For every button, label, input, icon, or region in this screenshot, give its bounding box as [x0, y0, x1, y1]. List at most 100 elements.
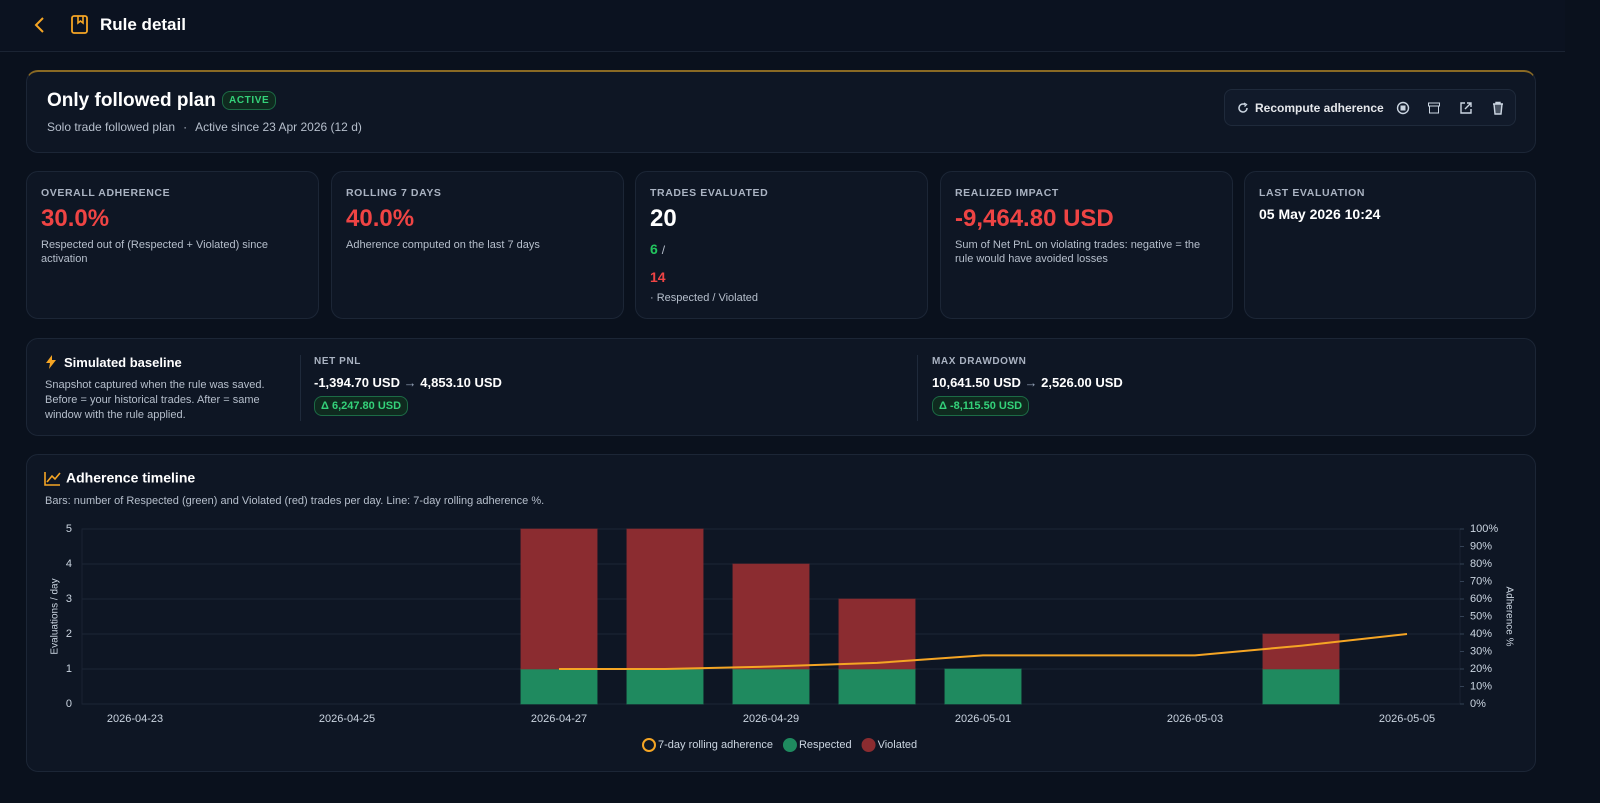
stat-card: OVERALL ADHERENCE 30.0% Respected out of…: [26, 171, 319, 319]
metric-values: 10,641.50 USD → 2,526.00 USD: [932, 375, 1123, 390]
stat-note: · Respected / Violated: [650, 292, 759, 304]
stat-card: ROLLING 7 DAYS 40.0% Adherence computed …: [331, 171, 624, 319]
stat-card: TRADES EVALUATED 20 6 / 14 · Respected /…: [635, 171, 928, 319]
y2-tick-label: 10%: [1470, 680, 1492, 692]
baseline-description: Snapshot captured when the rule was save…: [45, 379, 265, 421]
after: 4,853.10 USD: [420, 375, 502, 390]
legend-label: Violated: [878, 739, 918, 751]
page-title: Rule detail: [100, 15, 186, 34]
chart-icon: [44, 472, 61, 486]
metric-label: NET PNL: [314, 356, 361, 367]
rule-meta: Solo trade followed plan · Active since …: [47, 120, 362, 134]
x-tick-label: 2026-04-29: [743, 713, 799, 725]
active-since: Active since 23 Apr 2026 (12 d): [195, 120, 362, 134]
y2-tick-label: 50%: [1470, 610, 1492, 622]
y-tick-label: 2: [66, 628, 72, 640]
stat-value: 30.0%: [41, 205, 110, 232]
divider: [917, 355, 918, 421]
y2-tick-label: 20%: [1470, 663, 1492, 675]
bar: [626, 528, 704, 670]
stat-label: REALIZED IMPACT: [955, 187, 1059, 199]
stat-label: OVERALL ADHERENCE: [41, 187, 171, 199]
y2-tick-label: 70%: [1470, 575, 1492, 587]
x-tick-label: 2026-04-27: [531, 713, 587, 725]
arrow: →: [403, 375, 417, 390]
y-tick-label: 4: [66, 558, 72, 570]
stat-card: REALIZED IMPACT -9,464.80 USD Sum of Net…: [940, 171, 1233, 319]
stat-label: TRADES EVALUATED: [650, 187, 769, 199]
stat-card: LAST EVALUATION 05 May 2026 10:24: [1244, 171, 1536, 319]
bar: [732, 563, 810, 670]
violated-count: 14: [650, 269, 666, 285]
bar: [732, 668, 810, 705]
respected-count-row: 6 /: [650, 241, 665, 257]
y2-tick-label: 90%: [1470, 540, 1492, 552]
after: 2,526.00 USD: [1041, 375, 1123, 390]
y2-tick-label: 60%: [1470, 593, 1492, 605]
y2-tick-label: 80%: [1470, 558, 1492, 570]
x-tick-label: 2026-05-01: [955, 713, 1011, 725]
bar: [520, 668, 598, 705]
recompute-icon: [1238, 102, 1248, 113]
bar: [520, 528, 598, 670]
pause-button[interactable]: [1396, 101, 1410, 115]
y-axis-label: Evaluations / day: [50, 578, 61, 654]
bar: [838, 668, 916, 705]
stat-value: 20: [650, 205, 677, 232]
y-tick-label: 5: [66, 523, 72, 535]
recompute-button[interactable]: Recompute adherence: [1255, 101, 1384, 115]
bar: [838, 598, 916, 670]
baseline-metric: MAX DRAWDOWN 10,641.50 USD → 2,526.00 US…: [932, 356, 1123, 416]
stat-value: 05 May 2026 10:24: [1259, 206, 1381, 222]
chart-title: Adherence timeline: [66, 470, 195, 486]
x-tick-label: 2026-05-05: [1379, 713, 1435, 725]
y2-tick-label: 30%: [1470, 645, 1492, 657]
y-tick-label: 3: [66, 593, 72, 605]
y2-tick-label: 0%: [1470, 698, 1486, 710]
legend-label: 7-day rolling adherence: [658, 739, 773, 751]
stat-value: 40.0%: [346, 205, 415, 232]
y2-axis-label: Adherence %: [1503, 586, 1514, 646]
before: -1,394.70 USD: [314, 375, 400, 390]
archive-button[interactable]: [1427, 101, 1441, 115]
bar: [944, 668, 1022, 705]
legend-label: Respected: [799, 739, 852, 751]
delete-button[interactable]: [1491, 101, 1505, 115]
line: [559, 633, 1408, 670]
baseline-card: Simulated baseline Snapshot captured whe…: [26, 338, 1536, 436]
stat-label: ROLLING 7 DAYS: [346, 187, 442, 199]
separator: ·: [183, 120, 188, 134]
stat-label: LAST EVALUATION: [1259, 187, 1366, 199]
back-button[interactable]: [32, 15, 48, 35]
before: 10,641.50 USD: [932, 375, 1021, 390]
stat-note: Adherence computed on the last 7 days: [346, 239, 540, 251]
stat-value: -9,464.80 USD: [955, 205, 1114, 232]
toolbar: Recompute adherence: [1224, 89, 1516, 126]
timeline-card: Adherence timeline Bars: number of Respe…: [26, 454, 1536, 772]
rule-icon: [71, 15, 88, 34]
delta: Δ -8,115.50 USD: [932, 396, 1030, 416]
baseline-title: Simulated baseline: [64, 355, 182, 370]
chart-subtitle: Bars: number of Respected (green) and Vi…: [45, 495, 544, 507]
open-button[interactable]: [1459, 101, 1473, 115]
metric-values: -1,394.70 USD → 4,853.10 USD: [314, 375, 502, 390]
x-tick-label: 2026-05-03: [1167, 713, 1223, 725]
y-tick-label: 0: [66, 698, 72, 710]
rule-name: Only followed plan: [47, 90, 216, 111]
baseline-metric: NET PNL -1,394.70 USD → 4,853.10 USD Δ 6…: [314, 356, 502, 416]
bar: [1262, 633, 1340, 670]
bar: [626, 668, 704, 705]
stat-note: Respected out of (Respected + Violated) …: [41, 239, 268, 265]
metric-label: MAX DRAWDOWN: [932, 356, 1027, 367]
delta: Δ 6,247.80 USD: [314, 396, 409, 416]
rule-description: Solo trade followed plan: [47, 120, 176, 134]
status-badge: ACTIVE: [222, 91, 277, 110]
legend-marker: [642, 738, 656, 752]
chart: Adherence timeline Bars: number of Respe…: [44, 470, 1514, 752]
header: Rule detail: [0, 0, 1565, 52]
rule-card: Only followed plan ACTIVE Solo trade fol…: [26, 70, 1536, 153]
legend-marker: [861, 738, 876, 752]
divider: [300, 355, 301, 421]
stat-note: Sum of Net PnL on violating trades: nega…: [955, 239, 1201, 265]
